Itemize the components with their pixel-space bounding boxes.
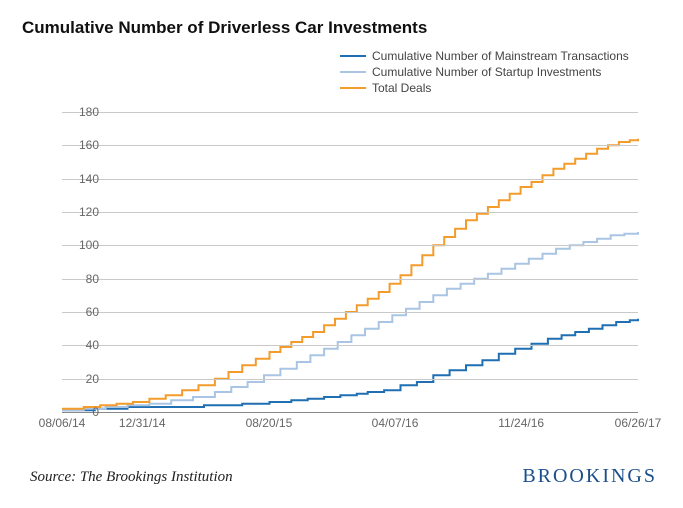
x-tick-label: 08/06/14 xyxy=(39,416,86,430)
x-tick-label: 06/26/17 xyxy=(615,416,662,430)
legend-item-total: Total Deals xyxy=(340,80,629,96)
legend-label: Cumulative Number of Mainstream Transact… xyxy=(372,48,629,64)
gridline xyxy=(62,145,638,146)
legend: Cumulative Number of Mainstream Transact… xyxy=(340,48,629,96)
x-tick-label: 04/07/16 xyxy=(372,416,419,430)
chart-title: Cumulative Number of Driverless Car Inve… xyxy=(22,18,427,38)
x-tick-label: 12/31/14 xyxy=(119,416,166,430)
gridline xyxy=(62,245,638,246)
y-tick-label: 180 xyxy=(59,105,99,119)
gridline xyxy=(62,112,638,113)
legend-swatch xyxy=(340,87,366,89)
x-tick-label: 11/24/16 xyxy=(498,416,544,430)
gridline xyxy=(62,279,638,280)
series-startup xyxy=(62,232,638,410)
legend-swatch xyxy=(340,71,366,73)
y-tick-label: 100 xyxy=(59,238,99,252)
legend-label: Cumulative Number of Startup Investments xyxy=(372,64,601,80)
brand-logo: BROOKINGS xyxy=(522,465,657,488)
y-tick-label: 20 xyxy=(59,372,99,386)
gridline xyxy=(62,345,638,346)
y-tick-label: 80 xyxy=(59,272,99,286)
gridline xyxy=(62,312,638,313)
legend-item-startup: Cumulative Number of Startup Investments xyxy=(340,64,629,80)
series-mainstream xyxy=(62,319,638,411)
legend-swatch xyxy=(340,55,366,57)
source-text: Source: The Brookings Institution xyxy=(30,469,233,486)
legend-item-mainstream: Cumulative Number of Mainstream Transact… xyxy=(340,48,629,64)
gridline xyxy=(62,379,638,380)
gridline xyxy=(62,212,638,213)
y-tick-label: 140 xyxy=(59,172,99,186)
y-tick-label: 120 xyxy=(59,205,99,219)
chart-frame: { "title": { "text": "Cumulative Number … xyxy=(0,0,683,508)
y-tick-label: 40 xyxy=(59,338,99,352)
plot-area xyxy=(62,112,638,412)
y-tick-label: 60 xyxy=(59,305,99,319)
legend-label: Total Deals xyxy=(372,80,431,96)
y-tick-label: 160 xyxy=(59,138,99,152)
gridline xyxy=(62,179,638,180)
series-svg xyxy=(62,112,638,412)
gridline xyxy=(62,412,638,413)
x-tick-label: 08/20/15 xyxy=(246,416,293,430)
